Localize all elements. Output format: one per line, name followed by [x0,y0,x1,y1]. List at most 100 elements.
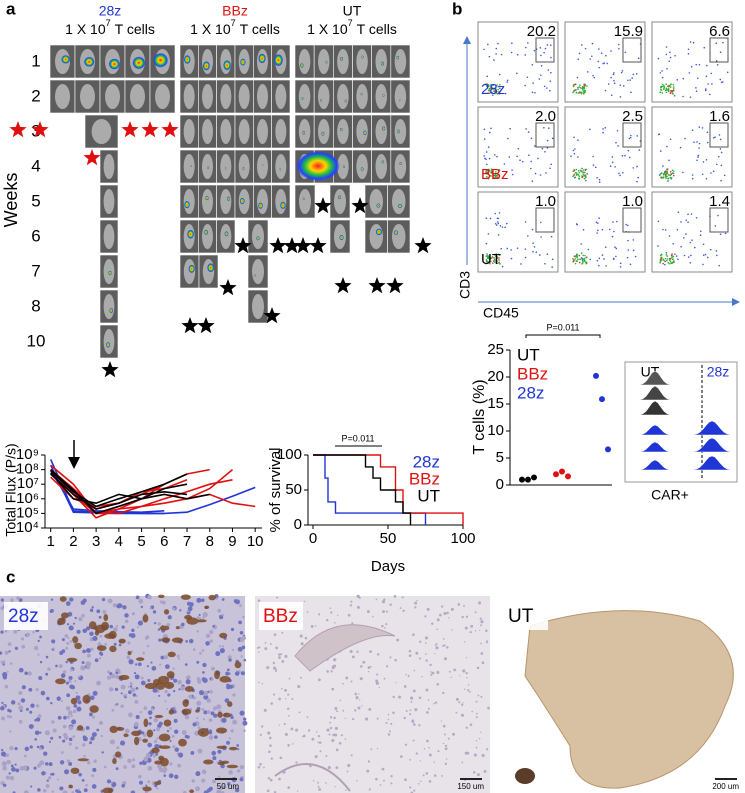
gate-value: 1.6 [709,108,730,125]
tissue-dot [287,743,290,747]
flow-event [657,220,660,223]
nucleus [23,790,29,793]
stained-cell [197,619,207,623]
flow-event [637,57,640,60]
flow-event [497,253,500,256]
flow-event [665,259,668,262]
mouse-body [257,83,268,110]
tissue-dot [426,739,429,743]
tissue-dot [355,696,359,700]
x-tick-label: 3 [92,533,100,550]
flow-event [532,250,534,253]
signal [380,61,385,66]
data-point [593,372,599,379]
flow-event [488,261,490,263]
flow-event [720,151,723,154]
flow-event [500,53,503,56]
nucleus [222,785,226,789]
flow-event [664,176,667,178]
tissue-dot [386,610,389,613]
nucleus [37,639,40,642]
flux-line [50,469,256,515]
tissue-dot [303,600,306,603]
nucleus [21,644,26,649]
y-tick-label: 20 [487,368,504,385]
tissue-dot [333,716,336,720]
nucleus [98,615,102,619]
nucleus [46,696,50,701]
nucleus [206,710,211,714]
nucleus [163,774,167,777]
tissue-dot [440,605,444,608]
data-point [605,446,611,453]
flow-event [672,86,675,88]
nucleus [120,684,126,690]
flow-event [721,81,724,83]
tissue-dot [325,755,328,757]
tissue-dot [390,774,393,778]
tissue-dot [326,728,330,732]
nucleus [158,638,162,642]
flow-event [494,259,496,261]
group-name: BBz [222,3,248,19]
nucleus [239,631,244,635]
nucleus [115,671,119,675]
death-star [31,121,49,138]
nucleus [130,687,136,693]
flow-event [689,241,692,244]
flow-event [546,87,548,89]
flow-event [612,73,615,76]
signal [339,127,343,132]
stained-cell [136,657,145,661]
flow-event [572,149,575,152]
nucleus [122,605,127,610]
tissue-dot [411,719,414,721]
tissue-dot [433,702,435,705]
flow-event [666,258,669,260]
flow-event [577,258,579,261]
flow-event [544,150,546,153]
nucleus [82,736,88,742]
nucleus [107,670,111,674]
flow-event [659,91,662,94]
nucleus [93,759,97,763]
histogram-ridge [628,400,735,416]
tissue-dot [317,678,321,682]
mouse-body [369,188,383,215]
stained-cell [189,789,195,793]
tissue-dot [448,617,450,619]
tissue-dot [302,734,306,738]
flow-event [690,213,693,215]
stained-cell [143,718,149,728]
nucleus [159,663,162,666]
flow-event [672,87,675,90]
stained-cell [159,625,170,631]
tissue-dot [376,653,380,656]
flow-event [695,90,698,93]
nucleus [68,737,73,742]
nucleus [151,666,157,671]
flow-event [576,76,579,79]
tissue-dot [464,626,468,630]
flow-event [539,47,542,49]
nucleus [241,635,246,641]
tissue-dot [278,656,281,659]
tissue-dot [367,670,370,673]
stained-cell [195,709,200,713]
nucleus [131,764,136,769]
nucleus [39,635,42,639]
nucleus [131,628,135,633]
signal [342,165,346,169]
flow-event [491,256,494,258]
tissue-dot [326,618,329,622]
flow-event [680,221,682,223]
nucleus [140,676,144,680]
nucleus [236,744,240,747]
tissue-dot [439,613,442,617]
nucleus [99,652,104,656]
nucleus [69,640,73,643]
tissue-dot [269,744,272,747]
flow-event [516,53,519,56]
nucleus [45,784,50,788]
nucleus [239,604,242,607]
